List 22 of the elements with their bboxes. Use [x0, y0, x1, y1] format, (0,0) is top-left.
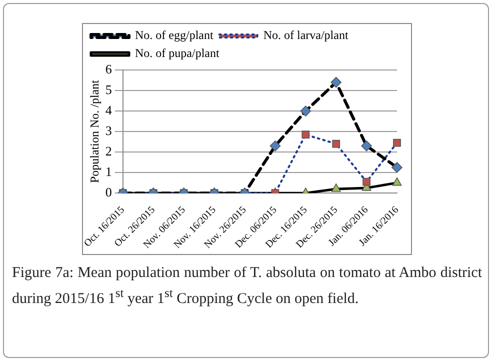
y-tick-label: 1 [105, 164, 112, 179]
legend-label: No. of larva/plant [263, 28, 349, 42]
legend-label: No. of pupa/plant [135, 46, 220, 60]
y-tick-label: 2 [105, 143, 112, 158]
y-tick-label: 5 [105, 82, 112, 97]
point [392, 162, 402, 173]
point [270, 140, 281, 152]
y-axis-title: Population No. /plant [87, 79, 102, 184]
y-tick-label: 4 [105, 102, 112, 118]
y-tick-label: 6 [105, 61, 112, 76]
point [393, 138, 401, 147]
caption: Figure 7a: Mean population number of T. absoluta on tomato at Ambo district during 2015/16 1$^{st}$ year 1$^{st}$ Cropping Cycle on open field. [12, 264, 482, 309]
y-tick-label: 0 [105, 184, 112, 200]
point [361, 140, 372, 152]
point [392, 177, 402, 186]
point [362, 178, 370, 186]
y-tick-label: 3 [105, 122, 112, 138]
point [331, 184, 341, 192]
point [302, 130, 310, 139]
point [332, 140, 340, 148]
point [300, 106, 312, 116]
legend-label: No. of egg/plant [135, 28, 214, 42]
